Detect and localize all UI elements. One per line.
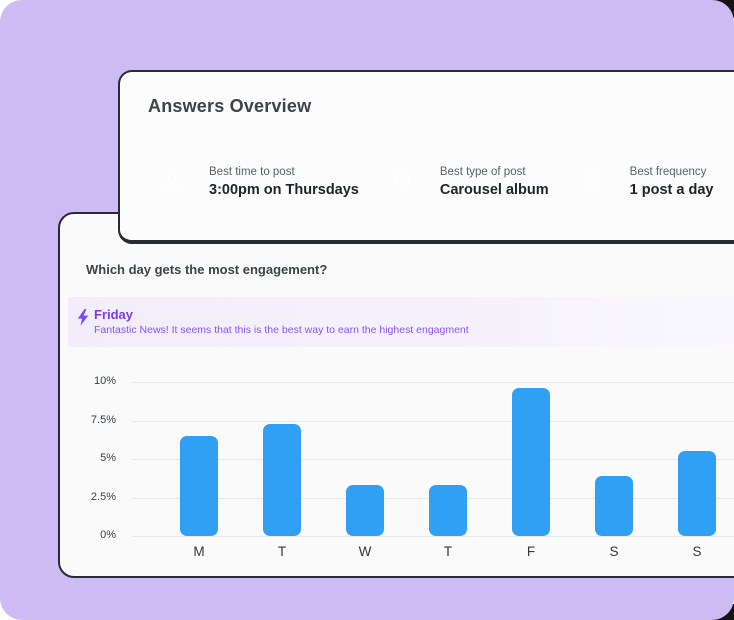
engagement-card: Which day gets the most engagement? Frid… [58,212,734,578]
stat-label: Best frequency [629,166,707,178]
stat-label: Best type of post [439,166,526,178]
x-tick-label: F [526,544,536,559]
bar-series [132,364,734,536]
gridline [132,382,734,383]
stat-label: Best time to post [209,166,295,178]
bar[interactable] [180,436,218,536]
stat-value: Carousel album [439,182,549,198]
overview-card-title: Answers Overview [148,96,312,116]
answers-overview-card: Answers Overview Best time to post 3:00p… [118,70,734,244]
x-tick-label: W [358,544,372,559]
gridline [132,459,734,460]
gridline [132,536,734,537]
x-tick-label: T [443,544,453,559]
bar[interactable] [346,485,384,536]
bar[interactable] [512,388,550,536]
y-tick-label: 10% [93,375,116,387]
bar[interactable] [263,424,301,536]
lightning-bolt-icon [77,309,89,331]
y-tick-label: 0% [100,529,116,541]
x-tick-label: S [692,544,702,559]
bar[interactable] [678,451,716,536]
stat-value: 1 post a day [629,182,714,198]
stat-best-type: Best type of post Carousel album [379,158,549,206]
x-tick-label: T [277,544,287,559]
map-pin-icon [379,158,427,206]
y-tick-label: 5% [100,452,116,464]
y-tick-label: 2.5% [90,490,116,503]
stat-best-time: Best time to post 3:00pm on Thursdays [148,158,359,206]
bar[interactable] [429,485,467,536]
engagement-card-title: Which day gets the most engagement? [86,262,328,277]
bar[interactable] [595,476,633,536]
x-tick-label: M [193,544,205,559]
user-icon [148,158,196,206]
stat-best-frequency: Best frequency 1 post a day [569,158,714,206]
insight-day: Friday [94,307,134,322]
gridline [132,420,734,422]
y-tick-label: 7.5% [90,413,116,426]
insight-banner: Friday Fantastic News! It seems that thi… [68,297,734,347]
stats-row: Best time to post 3:00pm on Thursdays Be… [148,158,713,206]
x-tick-label: S [609,544,619,559]
map-pin-icon [569,158,617,206]
insight-message: Fantastic News! It seems that this is th… [94,324,469,336]
stat-value: 3:00pm on Thursdays [209,182,359,198]
